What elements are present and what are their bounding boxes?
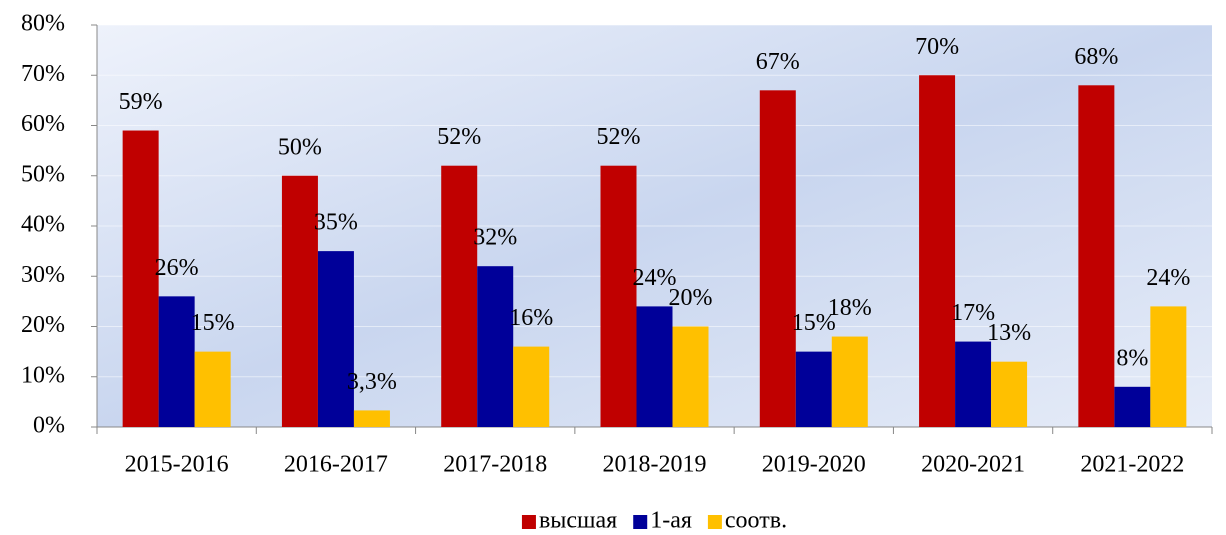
data-label: 24%: [633, 265, 677, 291]
bar: [831, 336, 868, 427]
data-label: 67%: [756, 49, 800, 75]
data-label: 35%: [314, 210, 358, 236]
data-label: 26%: [155, 255, 199, 281]
legend-label: соотв.: [725, 508, 787, 534]
legend-swatch: [707, 515, 722, 529]
y-tick-label: 70%: [21, 61, 65, 87]
bar: [955, 341, 992, 427]
data-label: 68%: [1074, 44, 1118, 70]
bar: [477, 266, 514, 427]
bar: [1078, 85, 1115, 428]
bar: [600, 165, 637, 427]
bar: [513, 346, 550, 427]
y-tick-label: 40%: [21, 212, 65, 238]
data-label: 20%: [669, 285, 713, 311]
y-tick-label: 60%: [21, 111, 65, 137]
bar: [919, 75, 956, 427]
bar: [991, 361, 1028, 427]
bar: [158, 296, 195, 427]
data-label: 52%: [437, 124, 481, 150]
bar: [281, 175, 318, 427]
x-tick-label: 2017-2018: [443, 452, 547, 478]
y-tick-label: 10%: [21, 362, 65, 388]
x-tick-label: 2019-2020: [762, 452, 866, 478]
legend: высшая 1-ая соотв.: [521, 508, 787, 534]
data-label: 52%: [597, 124, 641, 150]
data-label: 59%: [119, 89, 163, 115]
data-label: 16%: [509, 305, 553, 331]
bar: [795, 351, 832, 427]
y-tick-label: 20%: [21, 312, 65, 338]
bar: [1150, 306, 1187, 427]
data-label: 24%: [1146, 265, 1190, 291]
y-tick-label: 0%: [33, 413, 65, 439]
x-tick-label: 2021-2022: [1080, 452, 1184, 478]
bar: [672, 326, 709, 427]
bar: [194, 351, 231, 427]
data-label: 17%: [951, 300, 995, 326]
legend-swatch: [521, 515, 536, 529]
x-tick-label: 2015-2016: [125, 452, 229, 478]
bar: [122, 130, 159, 427]
bar: [353, 410, 390, 427]
bar: [759, 90, 796, 427]
y-tick-label: 80%: [21, 11, 65, 37]
x-tick-label: 2016-2017: [284, 452, 388, 478]
data-label: 50%: [278, 134, 322, 160]
legend-swatch: [633, 515, 648, 529]
y-tick-label: 30%: [21, 262, 65, 288]
data-label: 18%: [828, 295, 872, 321]
data-label: 15%: [792, 310, 836, 336]
y-tick-label: 50%: [21, 161, 65, 187]
data-label: 3,3%: [347, 369, 397, 395]
data-label: 13%: [987, 320, 1031, 346]
data-label: 15%: [191, 310, 235, 336]
x-tick-label: 2018-2019: [603, 452, 707, 478]
x-tick-label: 2020-2021: [921, 452, 1025, 478]
bar: [317, 251, 354, 427]
bar: [636, 306, 673, 427]
data-label: 32%: [473, 225, 517, 251]
data-label: 8%: [1116, 345, 1148, 371]
data-label: 70%: [915, 34, 959, 60]
legend-label: 1-ая: [650, 508, 692, 534]
bar: [441, 165, 478, 427]
legend-label: высшая: [539, 508, 617, 534]
bar: [1114, 386, 1151, 427]
